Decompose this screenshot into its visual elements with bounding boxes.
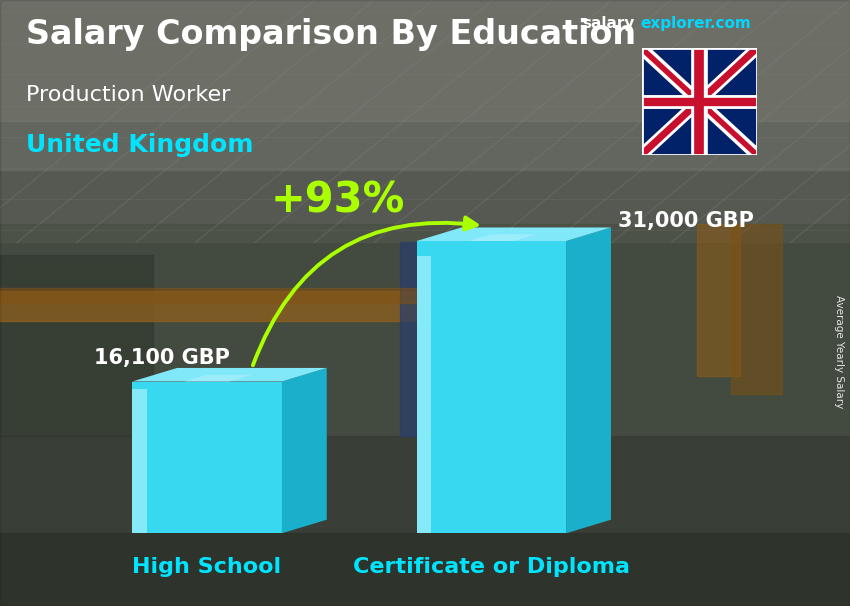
Bar [697,224,740,376]
Polygon shape [416,241,566,533]
Bar [0,291,595,321]
Text: Salary Comparison By Education: Salary Comparison By Education [26,18,636,51]
Bar [0,533,850,606]
Bar [731,224,782,394]
Bar [0,436,850,606]
Polygon shape [133,368,326,382]
Polygon shape [282,368,326,533]
Bar [400,242,451,436]
Text: United Kingdom: United Kingdom [26,133,253,158]
Bar [0,255,153,436]
Polygon shape [566,227,611,533]
Text: Production Worker: Production Worker [26,85,230,105]
Text: Certificate or Diploma: Certificate or Diploma [353,556,630,577]
Polygon shape [184,375,252,382]
Text: Average Yearly Salary: Average Yearly Salary [834,295,844,408]
Polygon shape [416,227,611,241]
Polygon shape [416,256,432,533]
Bar [0,0,850,242]
Bar [0,0,850,121]
Bar [0,0,850,170]
Text: +93%: +93% [271,179,405,221]
Text: 31,000 GBP: 31,000 GBP [619,211,754,231]
Polygon shape [133,382,282,533]
Bar [0,288,595,303]
Polygon shape [469,235,536,241]
Text: 16,100 GBP: 16,100 GBP [94,348,230,368]
Text: High School: High School [133,556,281,577]
Polygon shape [133,389,147,533]
Bar [0,224,850,436]
Text: explorer.com: explorer.com [640,16,751,32]
Bar [459,242,484,436]
Text: salary: salary [582,16,635,32]
